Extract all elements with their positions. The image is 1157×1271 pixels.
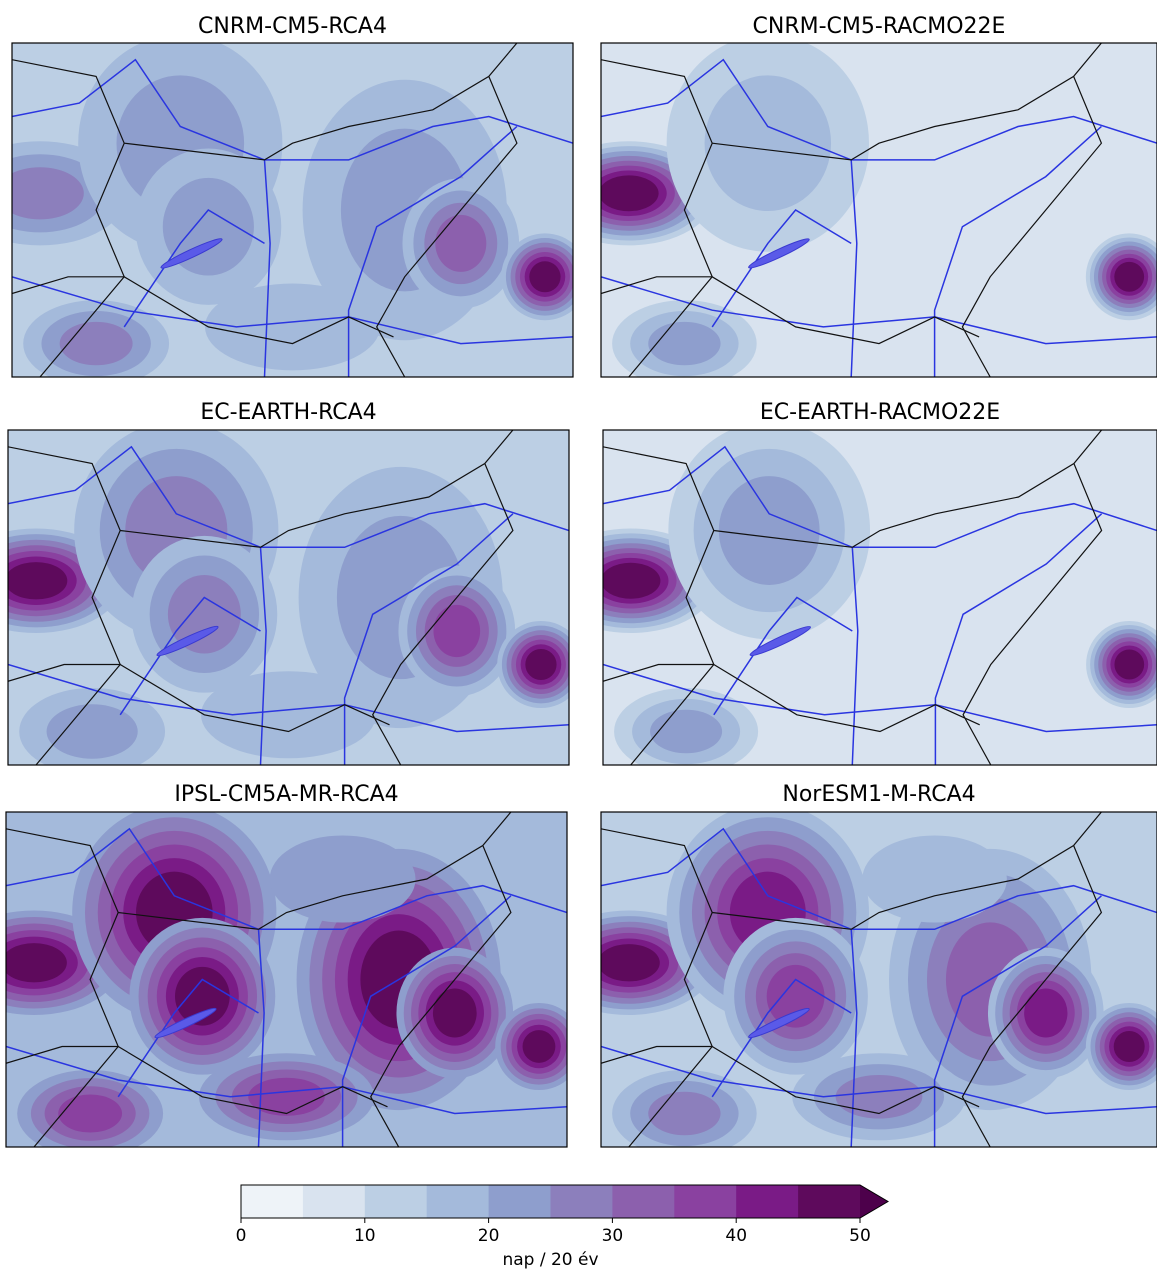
contour-area: [5, 562, 68, 599]
colorbar-extension: [860, 1185, 888, 1218]
map: [0, 35, 589, 387]
panel-title: CNRM-CM5-RACMO22E: [753, 14, 1006, 39]
map: [0, 422, 585, 775]
colorbar-tick-label: 0: [236, 1226, 247, 1246]
contour-area: [523, 1030, 556, 1063]
contour-area: [601, 563, 660, 599]
colorbar-segment: [303, 1185, 365, 1218]
panel-title: NorESM1-M-RCA4: [782, 782, 975, 807]
colorbar-segment: [674, 1185, 736, 1218]
contour-area: [525, 649, 556, 680]
contour-area: [599, 175, 659, 211]
colorbar-segment: [427, 1185, 489, 1218]
contour-area: [433, 989, 477, 1038]
contour-area: [60, 322, 133, 365]
contour-area: [719, 476, 820, 585]
colorbar-segment: [736, 1185, 798, 1218]
colorbar-tick-label: 30: [602, 1226, 624, 1246]
contour-area: [598, 944, 660, 981]
panel-title: CNRM-CM5-RCA4: [198, 14, 387, 39]
figure: CNRM-CM5-RCA4 CNRM-CM5-RACMO22E EC-EARTH-R…: [0, 0, 1157, 1271]
panel-title: EC-EARTH-RCA4: [200, 400, 376, 425]
panel-title: EC-EARTH-RACMO22E: [760, 400, 1000, 425]
contour-area: [836, 1075, 923, 1119]
contour-area: [1114, 1031, 1145, 1062]
colorbar-segment: [365, 1185, 427, 1218]
colorbar-segment: [489, 1185, 551, 1218]
contour-area: [47, 704, 138, 758]
map: [0, 804, 583, 1157]
colorbar-segment: [798, 1185, 860, 1218]
map: [542, 35, 1157, 387]
contour-area: [1114, 262, 1144, 292]
colorbar-segment: [241, 1185, 303, 1218]
colorbar-tick-label: 10: [354, 1226, 376, 1246]
contour-area: [1, 943, 67, 982]
contour-area: [1024, 989, 1067, 1038]
map: [544, 422, 1157, 775]
contour-area: [648, 322, 720, 365]
colorbar-tick-label: 20: [478, 1226, 500, 1246]
contour-area: [648, 1092, 720, 1136]
contour-area: [529, 261, 560, 292]
contour-area: [58, 1094, 122, 1132]
contour-area: [1114, 650, 1144, 680]
colorbar-tick-label: 40: [725, 1226, 747, 1246]
contour-area: [705, 75, 831, 211]
map: [542, 804, 1157, 1157]
contour-area: [433, 605, 480, 657]
colorbar-tick-label: 50: [849, 1226, 871, 1246]
colorbar-label: nap / 20 év: [502, 1250, 598, 1270]
colorbar-segment: [612, 1185, 674, 1218]
contour-area: [650, 710, 722, 754]
panel-title: IPSL-CM5A-MR-RCA4: [174, 782, 398, 807]
colorbar-segment: [551, 1185, 613, 1218]
contour-area: [435, 215, 486, 272]
